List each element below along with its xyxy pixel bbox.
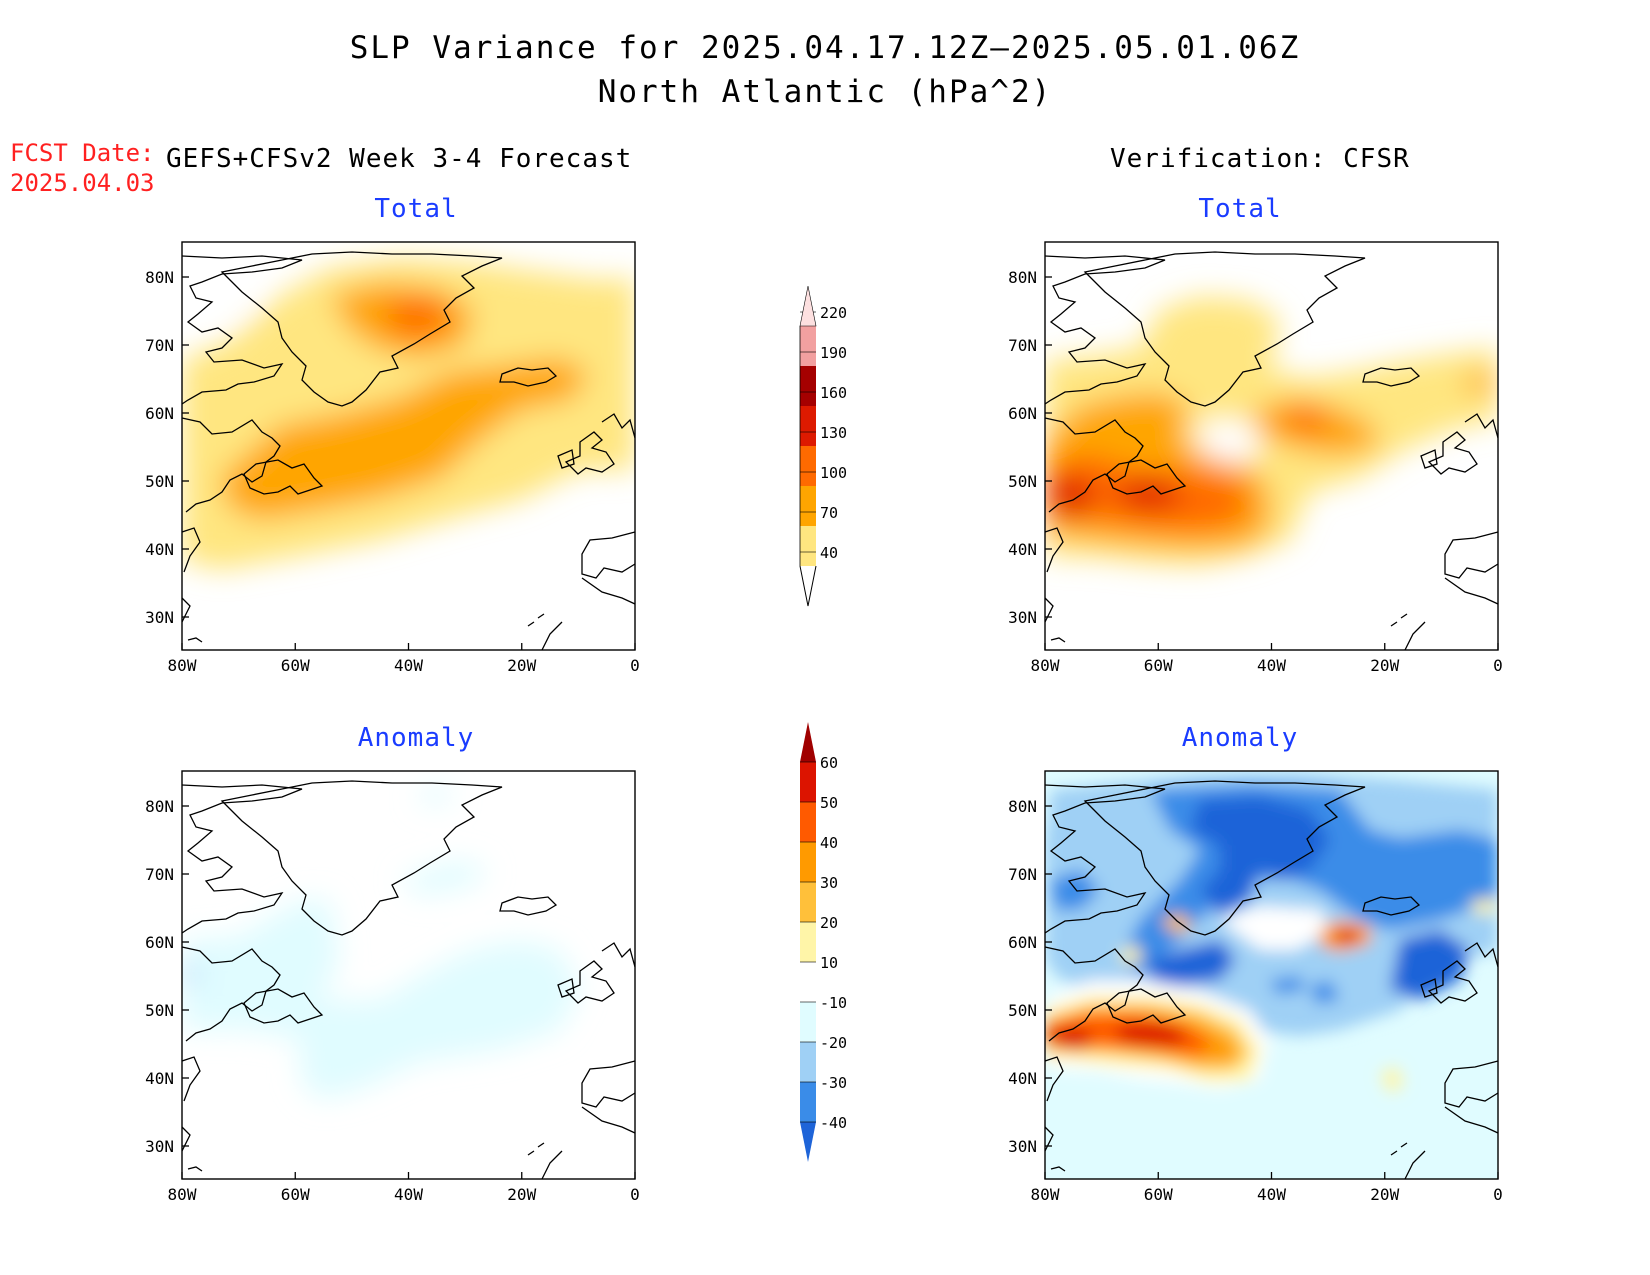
axis-labels: 80N 70N 60N 50N 40N 30N 80W 60W 40W 20W 0 80N 70N 60N… [145,268,1503,1204]
lat-tick-label: 40N [1008,540,1037,559]
lon-tick-label: 40W [1257,656,1286,675]
fcst-label: FCST Date: [10,139,155,167]
colorbar-total-lower-arrow [799,565,817,607]
forecast-header: GEFS+CFSv2 Week 3-4 Forecast [166,144,633,174]
colorbar-anomaly-box [800,1082,816,1122]
panel-title-total-verification: Total [1198,194,1282,224]
lat-tick-label: 40N [1008,1069,1037,1088]
lon-tick-label: 20W [507,1185,536,1204]
lon-tick-label: 0 [630,1185,640,1204]
colorbar-anomaly-box [800,842,816,882]
lat-tick-label: 30N [1008,608,1037,627]
colorbar-anomaly-lower-arrow [800,1122,816,1162]
map-total-forecast [181,241,636,651]
colorbar-anomaly-tick-label: -20 [820,1034,847,1052]
colorbar-total-box [800,526,816,566]
lat-tick-label: 70N [1008,336,1037,355]
lon-tick-label: 80W [1031,656,1060,675]
colorbar-total-box [800,406,816,446]
lon-tick-label: 80W [1031,1185,1060,1204]
colorbar-total-tick-label: 130 [820,424,847,442]
colorbar-anomaly-tick-label: -30 [820,1074,847,1092]
lat-tick-label: 60N [1008,404,1037,423]
lon-tick-label: 80W [168,1185,197,1204]
lat-tick-label: 80N [145,268,174,287]
lat-tick-label: 30N [1008,1137,1037,1156]
lat-tick-label: 50N [145,1001,174,1020]
colorbar-anomaly-box [800,1042,816,1082]
colorbar-total: 40 70 100 130 160 190 220 [799,285,847,607]
colorbar-anomaly-tick-label: 20 [820,914,838,932]
colorbar-anomaly-tick-label: -40 [820,1114,847,1132]
colorbar-anomaly-tick-label: 50 [820,794,838,812]
colorbar-anomaly-box [800,882,816,922]
lat-tick-label: 70N [145,865,174,884]
colorbar-anomaly-box [800,802,816,842]
lon-tick-label: 40W [394,656,423,675]
lat-tick-label: 70N [1008,865,1037,884]
colorbar-anomaly: -40 -30 -20 -10 10 20 30 40 50 60 [800,722,847,1162]
colorbar-anomaly-tick-label: 10 [820,954,838,972]
map-anomaly-verification [1044,770,1499,1180]
colorbar-total-tick-label: 220 [820,304,847,322]
colorbar-total-tick-label: 100 [820,464,847,482]
colorbar-anomaly-box [800,962,816,1002]
colorbar-anomaly-box [800,1002,816,1042]
lat-tick-label: 40N [145,1069,174,1088]
panel-title-total-forecast: Total [374,194,458,224]
colorbar-anomaly-box [800,762,816,802]
main-title: SLP Variance for 2025.04.17.12Z–2025.05.… [349,30,1301,66]
lat-tick-label: 50N [1008,1001,1037,1020]
lat-tick-label: 80N [1008,268,1037,287]
lon-tick-label: 20W [507,656,536,675]
lat-tick-label: 40N [145,540,174,559]
colorbar-total-tick-label: 190 [820,344,847,362]
colorbar-anomaly-tick-label: -10 [820,994,847,1012]
main-subtitle: North Atlantic (hPa^2) [597,74,1053,110]
colorbar-total-tick-label: 40 [820,544,838,562]
colorbar-total-tick-label: 70 [820,504,838,522]
lon-tick-label: 40W [1257,1185,1286,1204]
lat-tick-label: 50N [1008,472,1037,491]
verification-header: Verification: CFSR [1110,144,1410,174]
colorbar-anomaly-tick-label: 30 [820,874,838,892]
lon-tick-label: 60W [281,656,310,675]
colorbar-total-tick-label: 160 [820,384,847,402]
colorbar-anomaly-upper-arrow [800,722,816,762]
lon-tick-label: 0 [1493,1185,1503,1204]
lat-tick-label: 30N [145,608,174,627]
lon-tick-label: 20W [1370,1185,1399,1204]
map-total-verification [1044,241,1499,651]
panel-title-anomaly-forecast: Anomaly [357,723,475,753]
fcst-date: 2025.04.03 [10,169,155,197]
lat-tick-label: 30N [145,1137,174,1156]
colorbar-anomaly-box [800,922,816,962]
lon-tick-label: 0 [630,656,640,675]
colorbar-total-box [800,486,816,526]
lon-tick-label: 60W [1144,1185,1173,1204]
colorbar-total-box [800,446,816,486]
lon-tick-label: 0 [1493,656,1503,675]
lat-tick-label: 70N [145,336,174,355]
colorbar-total-box [800,366,816,406]
lat-tick-label: 80N [145,797,174,816]
lat-tick-label: 60N [145,404,174,423]
lat-tick-label: 50N [145,472,174,491]
lat-tick-label: 60N [1008,933,1037,952]
colorbar-total-upper-arrow [799,285,817,327]
lat-tick-label: 60N [145,933,174,952]
lon-tick-label: 40W [394,1185,423,1204]
map-anomaly-forecast [181,770,636,1180]
lon-tick-label: 60W [281,1185,310,1204]
colorbar-anomaly-tick-label: 60 [820,754,838,772]
lon-tick-label: 80W [168,656,197,675]
panel-title-anomaly-verification: Anomaly [1181,723,1299,753]
colorbar-anomaly-tick-label: 40 [820,834,838,852]
lon-tick-label: 20W [1370,656,1399,675]
colorbar-total-box [800,326,816,366]
lat-tick-label: 80N [1008,797,1037,816]
lon-tick-label: 60W [1144,656,1173,675]
